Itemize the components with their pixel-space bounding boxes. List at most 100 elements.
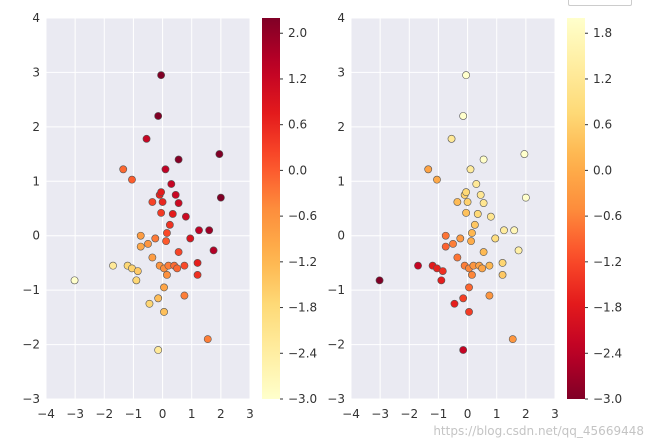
- right-colorbar-tick-label: −3.0: [593, 392, 622, 406]
- right-scatter-point: [441, 231, 450, 240]
- left-colorbar-tick-label: −1.2: [288, 255, 317, 269]
- left-y-tick-label: 3: [32, 65, 40, 79]
- left-scatter-point: [186, 234, 195, 243]
- left-colorbar-tick-label: −2.4: [288, 346, 317, 360]
- right-y-tick-label: 2: [337, 120, 345, 134]
- left-scatter-point: [162, 237, 170, 246]
- left-scatter-point: [193, 271, 202, 279]
- right-scatter-point: [447, 134, 456, 143]
- right-scatter-point: [473, 210, 482, 218]
- right-x-tick-label: −4: [342, 407, 360, 421]
- left-x-tick-label: −3: [66, 407, 84, 421]
- right-scatter-point: [485, 291, 494, 300]
- right-colorbar-tick-label: 1.8: [593, 26, 612, 40]
- right-plot-area: [351, 18, 555, 399]
- right-scatter-point: [441, 242, 450, 251]
- left-scatter-point: [174, 248, 183, 256]
- right-x-tick-label: 0: [464, 407, 472, 421]
- left-scatter-point: [132, 276, 141, 285]
- left-y-tick-label: 2: [32, 120, 40, 134]
- right-colorbar-tick-label: −0.6: [593, 209, 622, 223]
- right-scatter-point: [468, 271, 476, 279]
- left-scatter-point: [180, 291, 189, 300]
- right-colorbar-gradient: [567, 18, 585, 399]
- right-scatter-point: [521, 193, 530, 202]
- right-scatter-point: [414, 261, 422, 270]
- right-scatter-point: [450, 299, 459, 308]
- left-x-tick-label: −2: [95, 407, 113, 421]
- left-y-tick-labels: −3 −2 −1 0 1 2 3 4: [22, 11, 40, 406]
- left-scatter-point: [157, 208, 166, 217]
- left-scatter-point: [119, 165, 128, 174]
- right-x-tick-labels: −4 −3 −2 −1 0 1 2 3: [342, 407, 559, 421]
- left-scatter-point: [154, 294, 163, 303]
- right-scatter-point: [476, 190, 485, 199]
- left-scatter-point: [158, 198, 167, 206]
- left-scatter-point: [167, 180, 176, 188]
- left-scatter-point: [136, 231, 145, 240]
- watermark: https://blog.csdn.net/qq_45669448: [433, 424, 644, 438]
- left-x-tick-label: 1: [188, 407, 196, 421]
- right-scatter-point: [375, 276, 384, 285]
- right-scatter-point: [479, 155, 488, 164]
- left-y-tick-label: −1: [22, 283, 40, 297]
- left-y-tick-label: 4: [32, 11, 40, 25]
- right-scatter-point: [466, 165, 475, 174]
- right-colorbar: 1.8 1.2 0.6 0.0 −0.6 −1.2 −1.8 −2.4 −3.0: [567, 18, 622, 406]
- left-scatter-point: [163, 271, 171, 279]
- right-scatter-point: [459, 346, 468, 354]
- left-scatter-point: [128, 175, 136, 184]
- right-scatter-point: [508, 335, 517, 344]
- right-scatter-points: [375, 71, 530, 354]
- left-gridlines: [45, 17, 251, 400]
- left-colorbar: 2.0 1.2 0.6 0.0 −0.6 −1.2 −1.8 −2.4 −3.0: [262, 18, 317, 406]
- left-scatter-point: [154, 112, 163, 120]
- left-colorbar-tick-label: 2.0: [288, 26, 307, 40]
- right-y-tick-label: −1: [327, 283, 345, 297]
- left-colorbar-tick-labels: 2.0 1.2 0.6 0.0 −0.6 −1.2 −1.8 −2.4 −3.0: [280, 26, 317, 406]
- left-y-tick-label: −2: [22, 338, 40, 352]
- left-scatter-point: [215, 150, 224, 158]
- left-colorbar-tick-label: −3.0: [288, 392, 317, 406]
- left-colorbar-gradient: [262, 18, 280, 399]
- right-scatter-point: [459, 294, 468, 303]
- left-scatter-point: [163, 229, 171, 237]
- right-scatter-point: [459, 112, 468, 120]
- right-colorbar-tick-label: 0.6: [593, 118, 612, 132]
- right-scatter-point: [465, 308, 473, 316]
- left-x-tick-label: 0: [159, 407, 167, 421]
- right-colorbar-tick-label: −2.4: [593, 346, 622, 360]
- left-scatter-point: [160, 308, 168, 316]
- left-x-tick-labels: −4 −3 −2 −1 0 1 2 3: [37, 407, 254, 421]
- right-scatter-point: [462, 208, 471, 217]
- right-scatter-point: [479, 248, 488, 256]
- right-scatter-point: [438, 267, 447, 275]
- right-gridlines: [350, 17, 556, 400]
- left-scatter-point: [157, 71, 166, 80]
- right-scatter-point: [465, 283, 473, 292]
- left-scatter-point: [142, 134, 151, 143]
- left-scatter-point: [136, 242, 145, 251]
- right-scatter-point: [449, 239, 457, 248]
- right-scatter-point: [456, 234, 465, 243]
- right-y-tick-label: 4: [337, 11, 345, 25]
- right-scatter-point: [485, 261, 494, 270]
- right-scatter-point: [462, 188, 471, 197]
- right-x-tick-label: −3: [371, 407, 389, 421]
- right-y-tick-label: −3: [327, 392, 345, 406]
- left-scatter-point: [154, 346, 163, 354]
- left-scatter-point: [173, 264, 182, 273]
- left-x-tick-label: 3: [246, 407, 254, 421]
- right-scatter-point: [500, 226, 508, 235]
- right-y-tick-label: 0: [337, 229, 345, 243]
- right-scatter-point: [424, 165, 433, 174]
- left-scatter-point: [203, 335, 212, 344]
- right-scatter-point: [479, 199, 488, 207]
- left-scatter-point: [151, 234, 160, 243]
- left-scatter-points: [70, 71, 225, 354]
- right-y-tick-label: 3: [337, 65, 345, 79]
- left-scatter-point: [109, 261, 117, 270]
- left-colorbar-tick-label: 0.6: [288, 118, 307, 132]
